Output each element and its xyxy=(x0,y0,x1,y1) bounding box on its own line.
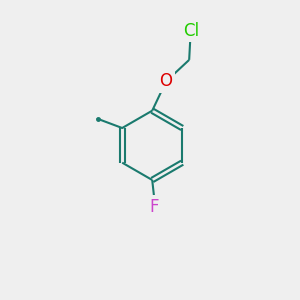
Text: O: O xyxy=(160,72,172,90)
Text: F: F xyxy=(150,198,159,216)
Text: Cl: Cl xyxy=(183,22,199,40)
